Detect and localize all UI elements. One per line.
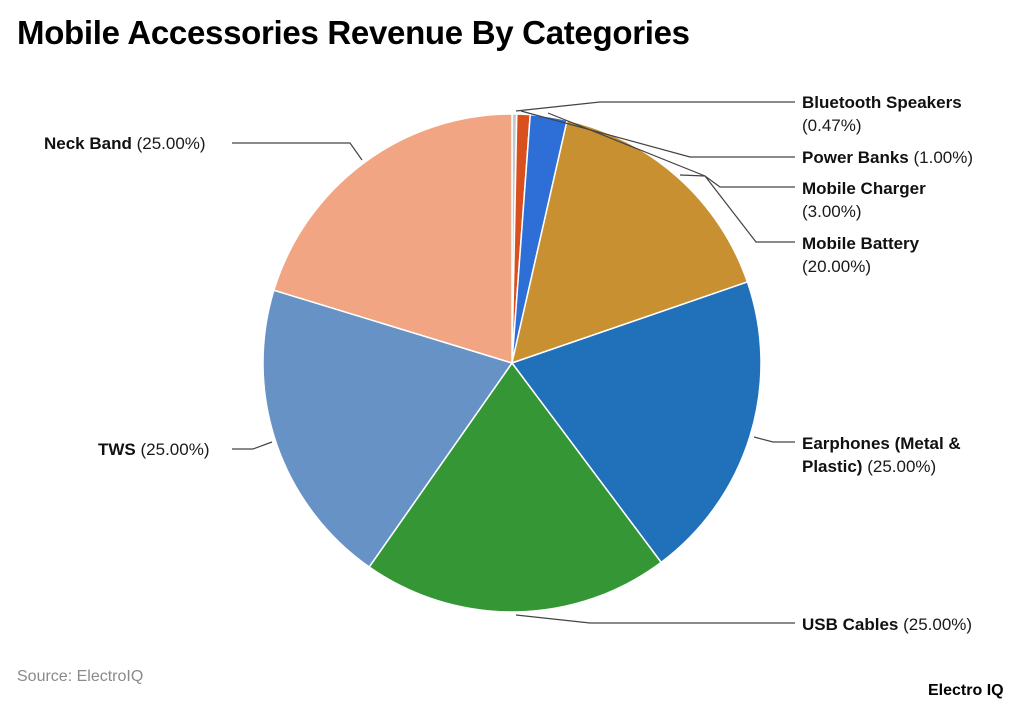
label-pct: (3.00%) xyxy=(802,202,862,221)
label-power-banks: Power Banks (1.00%) xyxy=(802,146,973,169)
brand-logo: Electro IQ xyxy=(928,682,1004,699)
label-name: Mobile Battery xyxy=(802,234,920,253)
label-name: Power Banks xyxy=(802,148,909,167)
leader-line-bluetooth xyxy=(515,101,795,112)
label-name: TWS xyxy=(98,440,136,459)
pie-slice-usb-cables xyxy=(368,361,663,613)
pie-slices xyxy=(262,113,762,613)
label-neck-band: Neck Band (25.00%) xyxy=(44,132,206,155)
label-name: Neck Band xyxy=(44,134,132,153)
leader-line-mobile-charger xyxy=(547,112,795,188)
leader-line-earphones xyxy=(753,436,795,443)
label-pct: (25.00%) xyxy=(903,615,973,634)
chart-title: Mobile Accessories Revenue By Categories xyxy=(17,14,690,51)
label-name: Earphones (Metal & xyxy=(802,434,961,453)
pie-slice-mobile-battery xyxy=(510,119,749,365)
label-name: Mobile Charger xyxy=(802,179,926,198)
label-pct: (25.00%) xyxy=(140,440,210,459)
label-earphones: Earphones (Metal & Plastic) (25.00%) xyxy=(802,432,961,478)
label-mobile-charger: Mobile Charger (3.00%) xyxy=(802,177,926,223)
leader-line-mobile-battery xyxy=(679,174,795,243)
label-name: USB Cables xyxy=(802,615,899,634)
label-name-line2: Plastic) xyxy=(802,457,863,476)
source-note: Source: ElectroIQ xyxy=(17,668,144,685)
label-tws: TWS (25.00%) xyxy=(98,438,210,461)
label-name: Bluetooth Speakers xyxy=(802,93,962,112)
pie-slice-neck-band xyxy=(272,113,513,365)
label-pct: (25.00%) xyxy=(867,457,937,476)
label-pct: (1.00%) xyxy=(913,148,974,167)
label-mobile-battery: Mobile Battery (20.00%) xyxy=(802,232,919,278)
label-pct: (0.47%) xyxy=(802,116,862,135)
leader-line-neck-band xyxy=(232,142,363,161)
pie-slice-tws xyxy=(262,289,514,569)
leader-line-power-banks xyxy=(520,110,795,158)
label-bluetooth-speakers: Bluetooth Speakers (0.47%) xyxy=(802,91,962,137)
pie-slice-earphones-metal xyxy=(510,280,762,564)
label-pct: (20.00%) xyxy=(802,257,871,276)
leader-line-tws xyxy=(232,441,273,450)
leader-line-usb-cables xyxy=(515,614,795,624)
label-pct: (25.00%) xyxy=(136,134,206,153)
leader-lines xyxy=(232,101,795,624)
label-usb-cables: USB Cables (25.00%) xyxy=(802,613,972,636)
